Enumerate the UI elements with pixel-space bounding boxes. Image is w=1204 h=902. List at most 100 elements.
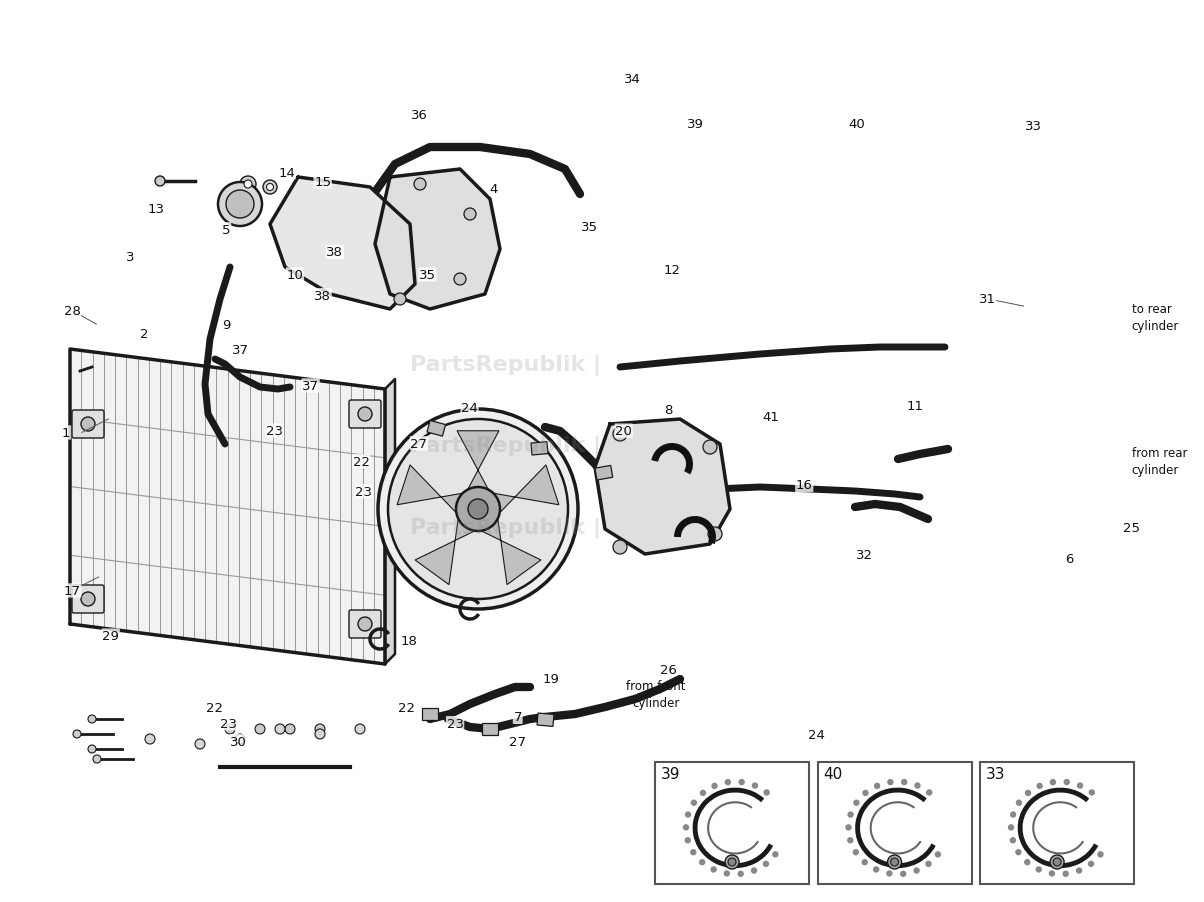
Text: 33: 33 xyxy=(1025,120,1041,133)
Text: 31: 31 xyxy=(979,293,996,306)
Circle shape xyxy=(358,408,372,421)
Text: 6: 6 xyxy=(1066,553,1073,566)
Text: PartsRepublik |: PartsRepublik | xyxy=(411,517,601,538)
Circle shape xyxy=(848,812,854,817)
Circle shape xyxy=(854,800,858,805)
Circle shape xyxy=(388,419,568,599)
Text: 22: 22 xyxy=(206,702,223,714)
Text: 23: 23 xyxy=(220,717,237,730)
Circle shape xyxy=(862,860,867,865)
Circle shape xyxy=(378,410,578,610)
Text: to rear
cylinder: to rear cylinder xyxy=(1132,302,1179,333)
Circle shape xyxy=(235,734,244,744)
Text: 39: 39 xyxy=(687,118,704,131)
Text: 34: 34 xyxy=(624,73,641,86)
Circle shape xyxy=(394,294,406,306)
Circle shape xyxy=(901,871,905,877)
Circle shape xyxy=(773,851,778,857)
Text: 33: 33 xyxy=(986,766,1005,781)
Circle shape xyxy=(1090,790,1094,795)
Circle shape xyxy=(1063,871,1068,877)
Bar xyxy=(531,442,548,456)
Polygon shape xyxy=(270,178,415,309)
FancyBboxPatch shape xyxy=(349,400,380,428)
Text: 13: 13 xyxy=(148,203,165,216)
Text: 25: 25 xyxy=(1123,521,1140,534)
Circle shape xyxy=(765,790,769,795)
Circle shape xyxy=(93,755,101,763)
Circle shape xyxy=(887,780,893,785)
Circle shape xyxy=(708,528,722,541)
Text: 14: 14 xyxy=(278,167,295,179)
Circle shape xyxy=(891,858,898,866)
Text: 27: 27 xyxy=(411,437,427,450)
Circle shape xyxy=(1050,780,1056,785)
Polygon shape xyxy=(70,350,385,664)
Circle shape xyxy=(1016,850,1021,855)
Circle shape xyxy=(358,617,372,631)
Text: 23: 23 xyxy=(355,485,372,498)
Circle shape xyxy=(763,861,768,867)
Circle shape xyxy=(155,177,165,187)
Text: 40: 40 xyxy=(849,118,866,131)
Circle shape xyxy=(739,779,744,785)
Text: 22: 22 xyxy=(399,702,415,714)
Circle shape xyxy=(244,180,252,189)
Polygon shape xyxy=(374,170,500,309)
Circle shape xyxy=(684,825,689,830)
Circle shape xyxy=(914,868,919,873)
Text: 27: 27 xyxy=(509,735,526,748)
Circle shape xyxy=(738,871,743,877)
Polygon shape xyxy=(415,519,474,585)
Text: 24: 24 xyxy=(808,729,825,741)
Circle shape xyxy=(81,593,95,606)
Circle shape xyxy=(1010,812,1016,817)
Circle shape xyxy=(700,860,704,865)
Bar xyxy=(655,762,809,884)
Circle shape xyxy=(752,783,757,788)
Text: 38: 38 xyxy=(314,290,331,302)
Circle shape xyxy=(1037,784,1043,788)
Circle shape xyxy=(1076,868,1081,873)
Circle shape xyxy=(915,783,920,788)
Circle shape xyxy=(874,867,879,872)
Text: from front
cylinder: from front cylinder xyxy=(626,679,686,710)
Text: 10: 10 xyxy=(287,269,303,281)
Circle shape xyxy=(846,825,851,830)
Circle shape xyxy=(456,487,500,531)
Circle shape xyxy=(73,731,81,738)
Polygon shape xyxy=(595,419,730,555)
Circle shape xyxy=(464,208,476,221)
Text: 4: 4 xyxy=(490,183,497,196)
Text: 17: 17 xyxy=(64,584,81,597)
Circle shape xyxy=(262,180,277,195)
Circle shape xyxy=(1016,800,1021,805)
Circle shape xyxy=(454,273,466,286)
Polygon shape xyxy=(385,380,395,664)
Text: 16: 16 xyxy=(796,479,813,492)
Circle shape xyxy=(691,850,696,855)
Circle shape xyxy=(275,724,285,734)
Text: 37: 37 xyxy=(302,380,319,392)
Circle shape xyxy=(725,871,730,876)
Text: 2: 2 xyxy=(140,327,149,340)
Circle shape xyxy=(725,780,731,785)
Circle shape xyxy=(1050,855,1064,869)
Bar xyxy=(980,762,1134,884)
Circle shape xyxy=(751,868,756,873)
Circle shape xyxy=(1009,825,1014,830)
Bar xyxy=(818,762,972,884)
Circle shape xyxy=(88,745,96,753)
Circle shape xyxy=(1078,783,1082,788)
Circle shape xyxy=(1037,867,1041,872)
Circle shape xyxy=(285,724,295,734)
Text: 37: 37 xyxy=(232,344,249,356)
Circle shape xyxy=(712,867,716,872)
Circle shape xyxy=(874,784,880,788)
Circle shape xyxy=(728,858,736,866)
Text: 35: 35 xyxy=(419,269,436,281)
Text: PartsRepublik |: PartsRepublik | xyxy=(411,436,601,457)
Circle shape xyxy=(315,724,325,734)
Circle shape xyxy=(613,428,627,441)
Text: 18: 18 xyxy=(401,634,418,647)
